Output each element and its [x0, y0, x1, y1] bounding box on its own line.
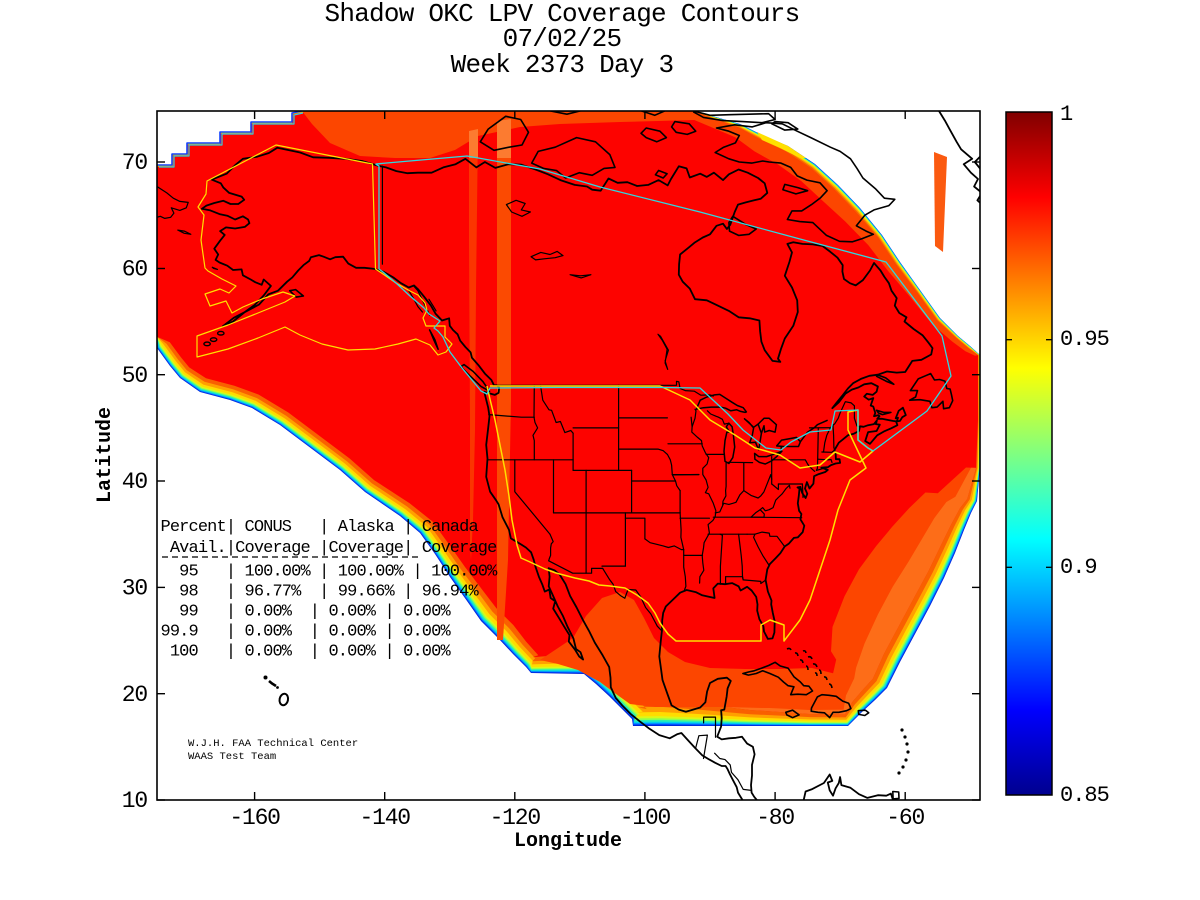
svg-text:WAAS Test Team: WAAS Test Team: [188, 751, 276, 763]
svg-text:20: 20: [122, 682, 148, 708]
svg-text:Avail.|Coverage |Coverage| Cov: Avail.|Coverage |Coverage| Coverage: [161, 539, 498, 558]
svg-text:-140: -140: [359, 805, 410, 831]
svg-text:40: 40: [122, 469, 148, 495]
svg-text:0.9: 0.9: [1060, 555, 1097, 580]
svg-text:98 | 96.77% | 99.66% | 96.9: 98 | 96.77% | 99.66% | 96.94%: [161, 582, 480, 601]
svg-text:-160: -160: [229, 805, 280, 831]
svg-text:-60: -60: [886, 805, 924, 831]
svg-text:1: 1: [1060, 102, 1073, 127]
svg-text:Percent| CONUS | Alaska | Ca: Percent| CONUS | Alaska | Canada: [161, 518, 479, 537]
svg-text:W.J.H. FAA Technical Center: W.J.H. FAA Technical Center: [188, 738, 358, 750]
svg-text:Longitude: Longitude: [514, 830, 622, 853]
svg-text:99 | 0.00% | 0.00% | 0.00%: 99 | 0.00% | 0.00% | 0.00%: [161, 602, 452, 621]
svg-text:-100: -100: [620, 805, 671, 831]
svg-text:95 | 100.00% | 100.00% | 100: 95 | 100.00% | 100.00% | 100.00%: [161, 562, 499, 581]
svg-text:10: 10: [122, 788, 148, 814]
svg-text:Shadow OKC LPV Coverage Contou: Shadow OKC LPV Coverage Contours: [325, 0, 800, 29]
svg-text:99.9 | 0.00% | 0.00% | 0.00: 99.9 | 0.00% | 0.00% | 0.00%: [161, 622, 452, 641]
svg-text:0.85: 0.85: [1060, 783, 1109, 808]
svg-text:60: 60: [122, 257, 148, 283]
svg-text:07/02/25: 07/02/25: [503, 24, 622, 54]
svg-text:0.95: 0.95: [1060, 327, 1109, 352]
svg-text:50: 50: [122, 363, 148, 389]
svg-text:-120: -120: [490, 805, 541, 831]
svg-text:100 | 0.00% | 0.00% | 0.00%: 100 | 0.00% | 0.00% | 0.00%: [161, 642, 452, 661]
svg-text:Latitude: Latitude: [94, 407, 117, 503]
svg-text:-80: -80: [756, 805, 794, 831]
svg-text:30: 30: [122, 576, 148, 602]
svg-text:Week 2373 Day 3: Week 2373 Day 3: [451, 50, 674, 80]
svg-text:70: 70: [122, 150, 148, 176]
